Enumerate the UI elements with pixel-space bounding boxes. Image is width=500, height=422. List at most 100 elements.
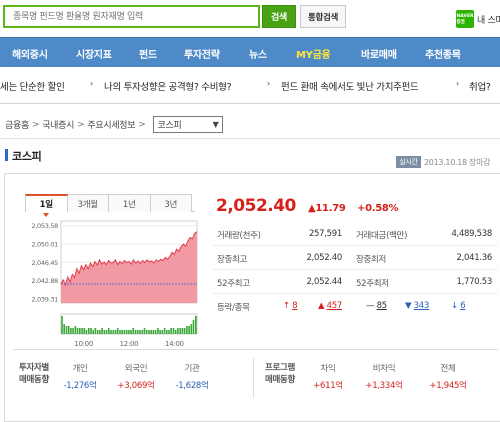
volume-bar [92, 330, 94, 334]
program-name: 비차익 [372, 364, 396, 374]
tab-3month[interactable]: 3개월 [66, 194, 109, 212]
unified-search-button[interactable]: 통합검색 [300, 5, 346, 28]
volume-bar [168, 330, 170, 334]
tab-3year[interactable]: 3년 [149, 194, 192, 212]
change-rate: +0.58% [357, 203, 399, 214]
volume-bar [154, 330, 157, 334]
program-arbitrage: 차익 +611억 [303, 362, 353, 391]
search-button[interactable]: 검색 [262, 5, 296, 28]
realtime-badge: 실시간 [396, 156, 421, 168]
lower-limit-count[interactable]: ↓ 6 [451, 301, 466, 311]
ticker-item[interactable]: 나의 투자성향은 공격형? 수비형? [104, 82, 232, 93]
investor-divider [253, 358, 254, 398]
nav-item-my-finance[interactable]: MY금융 [296, 50, 331, 61]
volume-bar [143, 328, 146, 334]
volume-bar [163, 328, 166, 334]
volume-bar [103, 330, 106, 334]
nav-item-funds[interactable]: 펀드 [139, 50, 157, 61]
index-select[interactable]: 코스피 ▼ [152, 116, 223, 133]
breadcrumb-separator: > [138, 119, 146, 130]
investor-name: 개인 [72, 364, 88, 374]
ticker-arrow-icon: › [456, 79, 459, 88]
stat-value: 2,041.36 [456, 253, 493, 263]
volume-bar [123, 330, 126, 334]
tab-1year[interactable]: 1년 [108, 194, 151, 212]
program-name: 전체 [440, 364, 456, 374]
my-stock-link[interactable]: 내 스마 [477, 16, 500, 26]
flat-value[interactable]: 85 [376, 301, 388, 311]
nav-item-news[interactable]: 뉴스 [249, 50, 267, 61]
stat-label: 장중최저 [356, 255, 387, 265]
intraday-chart[interactable]: 2,053.58 2,050.01 2,046.45 2,042.88 2,039.31… [19, 217, 199, 349]
y-tick-label: 2,039.31 [31, 295, 58, 303]
naver-logo[interactable]: NAVER 증권 [456, 10, 474, 28]
x-tick-label: 12:00 [120, 340, 139, 348]
ticker-item[interactable]: 펀드 환매 속에서도 빛난 가치주펀드 [281, 82, 419, 93]
ticker-item[interactable]: 취업? [469, 82, 491, 93]
volume-bar [150, 330, 152, 334]
flat-count[interactable]: — 85 [366, 301, 387, 311]
ticker-item[interactable]: 세는 단순한 할인 [0, 82, 65, 93]
stat-value: 4,489,538 [451, 229, 492, 239]
investor-trends: 투자자별 매매동향 개인 -1,276억 외국인 +3,069억 기관 -1,6… [13, 349, 498, 409]
investor-label-line: 매매동향 [19, 375, 50, 385]
volume-bar [96, 330, 99, 334]
news-ticker: 세는 단순한 할인 › 나의 투자성향은 공격형? 수비형? › 펀드 환매 속… [0, 67, 500, 104]
stat-label: 52주최저 [356, 279, 389, 289]
down-count[interactable]: ▼ 343 [405, 301, 429, 311]
volume-bar [114, 330, 117, 334]
volume-bar [177, 328, 179, 334]
stat-label: 장중최고 [217, 255, 248, 265]
stat-value: 2,052.44 [306, 277, 343, 287]
breadcrumb: 금융홈 > 국내증시 > 주요시세정보 > 코스피 ▼ [5, 116, 223, 133]
upper-limit-value[interactable]: 8 [292, 301, 298, 311]
down-value[interactable]: 343 [413, 301, 430, 311]
program-total: 전체 +1,945억 [423, 362, 473, 391]
volume-bar [108, 328, 110, 334]
updated-timestamp: 2013.10.18 장마감 [424, 158, 491, 167]
investor-name: 기관 [184, 364, 200, 374]
price-change: ▲11.79 [308, 203, 346, 214]
program-name: 차익 [320, 364, 336, 374]
nav-item-trading[interactable]: 바로매매 [361, 50, 397, 61]
volume-bar [67, 326, 70, 334]
upper-limit-count[interactable]: ↑ 8 [283, 301, 298, 311]
current-price: 2,052.40 [216, 196, 296, 216]
search-input[interactable] [5, 7, 258, 26]
program-label-line: 매매동향 [265, 375, 296, 385]
lower-limit-value[interactable]: 6 [460, 301, 466, 311]
investor-individual: 개인 -1,276억 [55, 362, 105, 391]
breadcrumb-domestic[interactable]: 국내증시 [42, 121, 75, 131]
up-value[interactable]: 457 [326, 301, 343, 311]
tab-1day[interactable]: 1일 [25, 194, 68, 217]
investor-value: -1,276억 [63, 381, 97, 391]
breadcrumb-market-info[interactable]: 주요시세정보 [87, 121, 136, 131]
search-box[interactable] [3, 5, 260, 28]
up-count[interactable]: ▲ 457 [318, 301, 342, 311]
volume-bar [172, 328, 175, 334]
volume-bar [99, 330, 101, 334]
volume-bar [174, 330, 177, 334]
volume-bar [119, 330, 121, 334]
nav-item-overseas[interactable]: 해외증시 [12, 50, 48, 61]
ticker-arrow-icon: › [267, 79, 270, 88]
volume-bar [105, 330, 108, 334]
nav-item-recommended[interactable]: 추천종목 [425, 50, 461, 61]
price-area [61, 231, 197, 303]
nav-item-strategy[interactable]: 투자전략 [184, 50, 220, 61]
stat-row-intraday: 장중최고 2,052.40 장중최저 2,041.36 [213, 246, 498, 270]
stat-value: 257,591 [308, 229, 342, 239]
breadcrumb-home[interactable]: 금융홈 [5, 121, 29, 131]
volume-bar [79, 328, 81, 334]
volume-bar [192, 320, 195, 334]
nav-item-market-indicators[interactable]: 시장지표 [76, 50, 112, 61]
volume-bar [145, 330, 148, 334]
ticker-arrow-icon: › [90, 79, 93, 88]
price-line [60, 231, 198, 287]
breadcrumb-separator: > [31, 119, 40, 130]
volume-bar [112, 330, 115, 334]
volume-bar [110, 330, 112, 334]
volume-bar [70, 328, 72, 334]
volume-bar [121, 330, 123, 334]
index-select-value: 코스피 [157, 121, 182, 131]
